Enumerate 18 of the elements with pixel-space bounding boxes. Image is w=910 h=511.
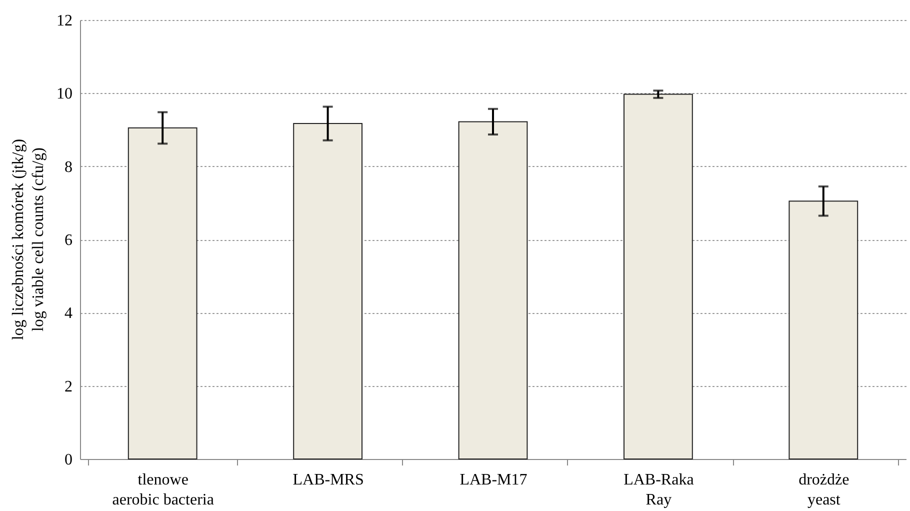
bar (624, 94, 693, 460)
y-tick-label: 6 (64, 232, 72, 249)
bar (458, 121, 528, 460)
bar (293, 123, 362, 460)
y-axis-title: log liczebności komórek (jtk/g) log viable cell counts (cfu/g) (10, 138, 47, 340)
y-tick-label: 10 (56, 86, 72, 103)
bar (128, 127, 198, 460)
x-tick-label: tlenowe aerobic bacteria (112, 472, 214, 508)
x-tick-label: LAB-Raka Ray (624, 472, 694, 508)
y-tick-label: 8 (64, 158, 72, 176)
y-tick-label: 0 (64, 452, 72, 468)
x-tick-label: LAB-MRS (292, 472, 364, 488)
x-tick-label: drożdże yeast (798, 472, 850, 508)
bar (788, 200, 858, 460)
x-tick-label: LAB-M17 (460, 472, 528, 488)
y-tick-label: 4 (64, 305, 72, 322)
y-tick-label: 2 (64, 378, 72, 396)
y-tick-label: 12 (56, 12, 72, 30)
